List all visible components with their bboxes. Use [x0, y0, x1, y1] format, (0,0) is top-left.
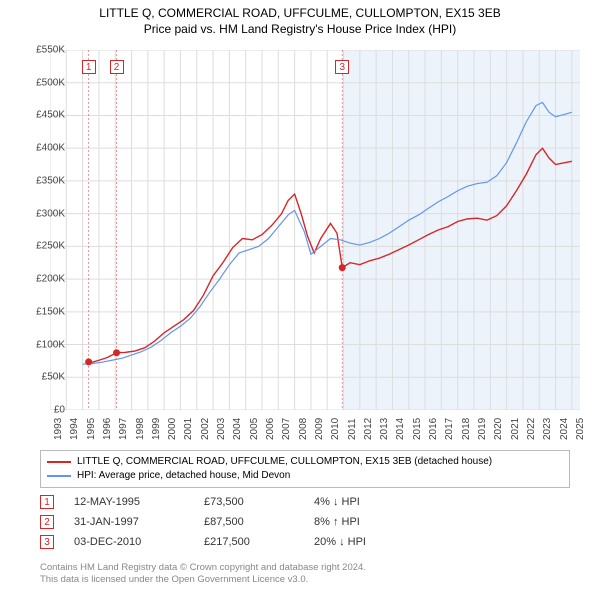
legend-swatch	[47, 475, 71, 477]
x-tick-label: 1997	[118, 418, 129, 440]
sale-dot	[339, 264, 346, 271]
footer-line-2: This data is licensed under the Open Gov…	[40, 574, 366, 586]
transaction-price: £87,500	[204, 516, 294, 528]
transaction-pct: 4% ↓ HPI	[314, 496, 434, 508]
sale-marker-box: 3	[335, 60, 349, 74]
x-tick-label: 1996	[102, 418, 113, 440]
x-tick-label: 2017	[444, 418, 455, 440]
chart-area	[50, 50, 580, 410]
x-tick-label: 1999	[151, 418, 162, 440]
x-tick-label: 2007	[281, 418, 292, 440]
x-tick-label: 2022	[526, 418, 537, 440]
y-tick-label: £450K	[36, 110, 65, 121]
legend-swatch	[47, 461, 71, 463]
chart-title: LITTLE Q, COMMERCIAL ROAD, UFFCULME, CUL…	[0, 6, 600, 20]
x-tick-label: 2002	[200, 418, 211, 440]
sale-dot	[85, 358, 92, 365]
x-tick-label: 2018	[461, 418, 472, 440]
y-tick-label: £100K	[36, 339, 65, 350]
sale-dot	[113, 349, 120, 356]
x-tick-label: 2015	[412, 418, 423, 440]
y-tick-label: £0	[54, 405, 65, 416]
x-tick-label: 2003	[216, 418, 227, 440]
x-tick-label: 2021	[510, 418, 521, 440]
footer: Contains HM Land Registry data © Crown c…	[40, 562, 366, 586]
y-tick-label: £500K	[36, 77, 65, 88]
x-tick-label: 2020	[493, 418, 504, 440]
transaction-row: 3 03-DEC-2010 £217,500 20% ↓ HPI	[40, 532, 570, 552]
title-block: LITTLE Q, COMMERCIAL ROAD, UFFCULME, CUL…	[0, 0, 600, 36]
transaction-date: 03-DEC-2010	[74, 536, 184, 548]
x-tick-label: 2013	[379, 418, 390, 440]
transaction-marker: 3	[40, 535, 54, 549]
x-tick-label: 2008	[298, 418, 309, 440]
legend-label: LITTLE Q, COMMERCIAL ROAD, UFFCULME, CUL…	[77, 455, 492, 469]
x-tick-label: 1998	[135, 418, 146, 440]
transactions-table: 1 12-MAY-1995 £73,500 4% ↓ HPI 2 31-JAN-1997 £…	[40, 492, 570, 552]
x-tick-label: 2019	[477, 418, 488, 440]
x-tick-label: 2009	[314, 418, 325, 440]
x-tick-label: 1993	[53, 418, 64, 440]
x-tick-label: 2011	[347, 418, 358, 440]
x-tick-label: 2014	[395, 418, 406, 440]
x-tick-label: 2023	[542, 418, 553, 440]
y-tick-label: £50K	[42, 372, 65, 383]
y-tick-label: £200K	[36, 274, 65, 285]
x-tick-label: 2024	[559, 418, 570, 440]
plot-svg	[50, 50, 580, 410]
transaction-row: 2 31-JAN-1997 £87,500 8% ↑ HPI	[40, 512, 570, 532]
legend-row: LITTLE Q, COMMERCIAL ROAD, UFFCULME, CUL…	[47, 455, 563, 469]
x-tick-label: 2004	[232, 418, 243, 440]
y-tick-label: £300K	[36, 208, 65, 219]
x-tick-label: 2025	[575, 418, 586, 440]
y-tick-label: £400K	[36, 143, 65, 154]
x-tick-label: 2010	[330, 418, 341, 440]
x-tick-label: 2001	[183, 418, 194, 440]
x-tick-label: 2016	[428, 418, 439, 440]
x-tick-label: 1994	[69, 418, 80, 440]
x-tick-label: 2000	[167, 418, 178, 440]
x-tick-label: 1995	[86, 418, 97, 440]
shaded-forecast-region	[342, 50, 580, 410]
transaction-price: £73,500	[204, 496, 294, 508]
x-tick-label: 2005	[249, 418, 260, 440]
legend-row: HPI: Average price, detached house, Mid …	[47, 469, 563, 483]
x-tick-label: 2012	[363, 418, 374, 440]
footer-line-1: Contains HM Land Registry data © Crown c…	[40, 562, 366, 574]
sale-marker-box: 2	[110, 60, 124, 74]
x-tick-label: 2006	[265, 418, 276, 440]
sale-marker-box: 1	[82, 60, 96, 74]
transaction-marker: 1	[40, 495, 54, 509]
transaction-marker: 2	[40, 515, 54, 529]
transaction-date: 12-MAY-1995	[74, 496, 184, 508]
y-tick-label: £150K	[36, 306, 65, 317]
transaction-price: £217,500	[204, 536, 294, 548]
transaction-row: 1 12-MAY-1995 £73,500 4% ↓ HPI	[40, 492, 570, 512]
chart-subtitle: Price paid vs. HM Land Registry's House …	[0, 22, 600, 36]
y-tick-label: £550K	[36, 45, 65, 56]
transaction-pct: 20% ↓ HPI	[314, 536, 434, 548]
legend: LITTLE Q, COMMERCIAL ROAD, UFFCULME, CUL…	[40, 450, 570, 488]
y-tick-label: £350K	[36, 175, 65, 186]
transaction-pct: 8% ↑ HPI	[314, 516, 434, 528]
y-tick-label: £250K	[36, 241, 65, 252]
legend-label: HPI: Average price, detached house, Mid …	[77, 469, 290, 483]
chart-container: LITTLE Q, COMMERCIAL ROAD, UFFCULME, CUL…	[0, 0, 600, 590]
transaction-date: 31-JAN-1997	[74, 516, 184, 528]
